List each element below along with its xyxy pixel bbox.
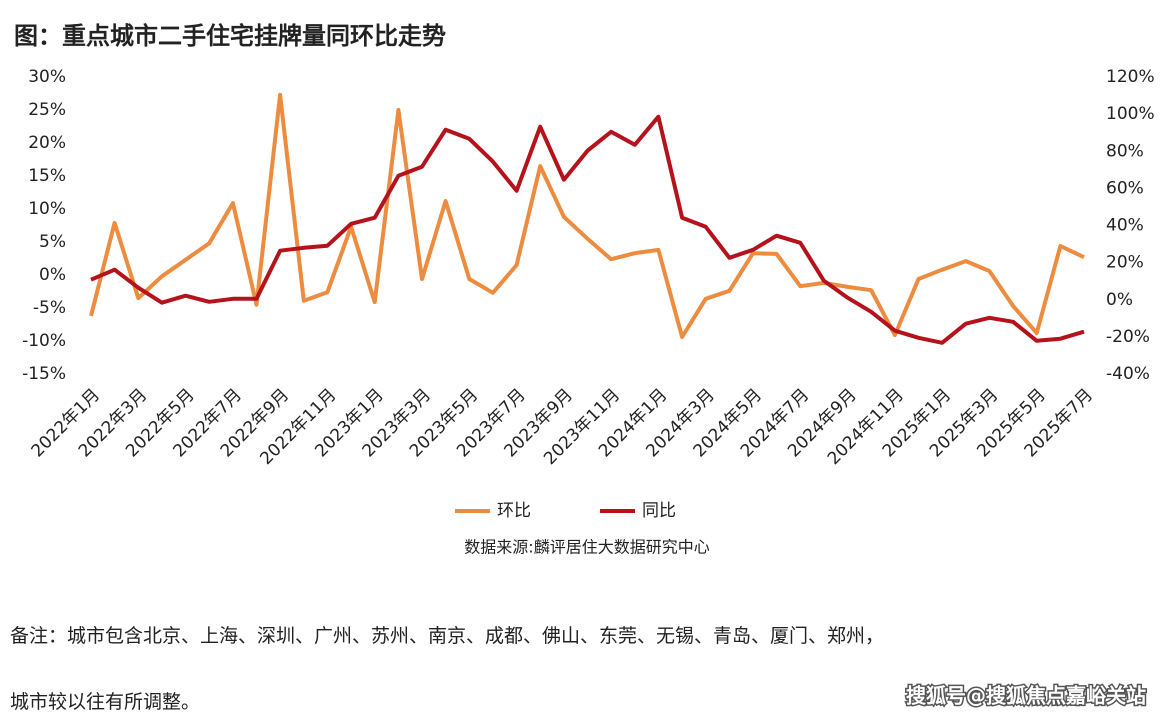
y-tick-label: -10% [22, 331, 66, 351]
y2-tick-label: 100% [1106, 104, 1155, 124]
y2-tick-label: 0% [1106, 290, 1133, 310]
line [90, 114, 1085, 345]
note: 备注：城市包含北京、上海、深圳、广州、苏州、南京、成都、佛山、东莞、无锡、青岛、… [10, 625, 884, 647]
y-tick-label: 5% [39, 232, 66, 252]
y2-tick-label: 80% [1106, 141, 1144, 161]
legend-label: 环比 [497, 501, 531, 521]
y-tick-label: -5% [33, 298, 66, 318]
y2-tick-label: 40% [1106, 216, 1144, 236]
y-tick-label: 30% [28, 67, 66, 87]
source: 数据来源:麟评居住大数据研究中心 [464, 538, 709, 557]
chart-title: 图：重点城市二手住宅挂牌量同环比走势 [14, 22, 446, 50]
y-tick-label: 25% [28, 100, 66, 120]
y2-tick-label: 120% [1106, 67, 1155, 87]
legend-label: 同比 [642, 501, 676, 521]
y-tick-label: 20% [28, 133, 66, 153]
y-tick-label: -15% [22, 364, 66, 384]
y-tick-label: 10% [28, 199, 66, 219]
y-tick-label: 0% [39, 265, 66, 285]
y2-tick-label: 20% [1106, 253, 1144, 273]
y2-tick-label: -20% [1106, 327, 1150, 347]
note: 城市较以往有所调整。 [10, 691, 200, 713]
watermark: 搜狐号@搜狐焦点嘉峪关站 [906, 684, 1146, 708]
y2-tick-label: -40% [1106, 364, 1150, 384]
line [89, 92, 1085, 339]
y2-tick-label: 60% [1106, 178, 1144, 198]
y-tick-label: 15% [28, 166, 66, 186]
